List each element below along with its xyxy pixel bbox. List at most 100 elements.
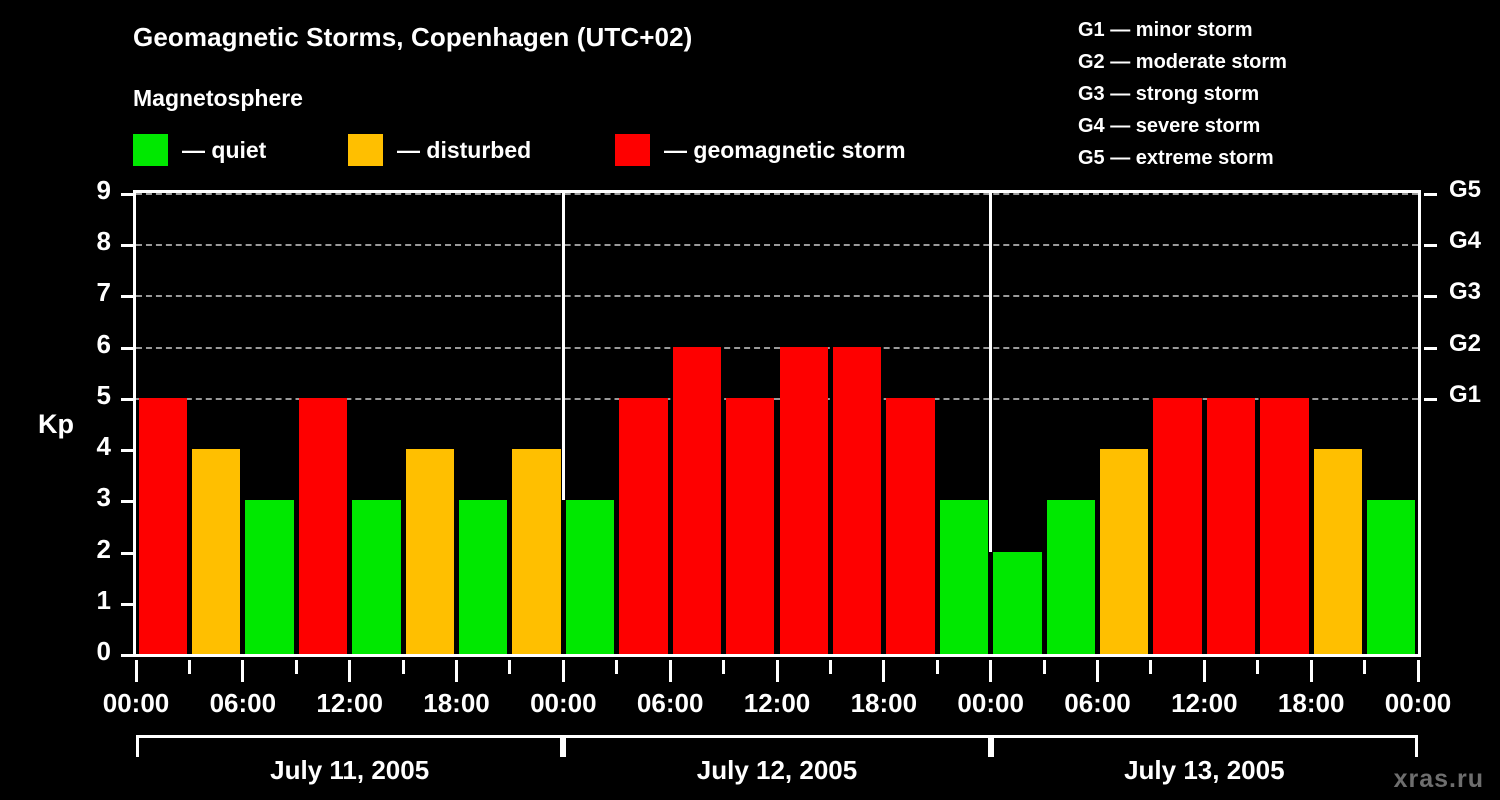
bar[interactable]	[191, 449, 241, 654]
page-title: Geomagnetic Storms, Copenhagen (UTC+02)	[133, 22, 693, 52]
g-legend-row-2: G2 — moderate storm	[1078, 51, 1287, 73]
y-tick-label-0: 0	[96, 636, 111, 666]
x-tick-mark-7	[508, 660, 512, 674]
day-bracket-cap-3-start	[990, 735, 994, 757]
day-bracket-cap-1-end	[560, 735, 564, 757]
bar[interactable]	[352, 500, 401, 654]
g-scale-legend: G1 — minor storm G2 — moderate storm G3 — …	[1078, 14, 1287, 174]
bar[interactable]	[779, 346, 828, 654]
x-tick-mark-16	[989, 660, 993, 682]
g-axis-label-G4: G4	[1449, 227, 1482, 255]
x-tick-label-0: 00:00	[102, 688, 170, 718]
x-tick-mark-10	[668, 660, 672, 682]
quiet-legend[interactable]: — quiet	[133, 133, 266, 167]
x-tick-label-10: 06:00	[636, 688, 704, 718]
x-tick-label-14: 18:00	[850, 688, 918, 718]
x-tick-label-8: 00:00	[530, 688, 597, 718]
x-tick-mark-14	[882, 660, 886, 682]
g-tick-mark-G3	[1424, 295, 1437, 299]
x-tick-mark-1	[187, 660, 191, 674]
x-tick-label-2: 06:00	[209, 688, 277, 718]
x-tick-label-12: 12:00	[743, 688, 811, 718]
y-tick-label-5: 5	[96, 379, 111, 410]
bar[interactable]	[1100, 449, 1149, 654]
y-tick-label-6: 6	[96, 328, 111, 359]
y-tick-mark-2	[121, 551, 133, 555]
x-tick-mark-24	[1416, 660, 1420, 682]
g-axis-label-G1: G1	[1449, 380, 1482, 408]
y-tick-label-3: 3	[96, 482, 111, 513]
x-tick-mark-2	[241, 660, 245, 682]
gridline-kp-6	[136, 346, 1418, 349]
y-tick-label-2: 2	[96, 533, 111, 564]
y-tick-mark-4	[121, 449, 133, 453]
y-tick-label-9: 9	[96, 175, 111, 205]
y-tick-label-8: 8	[96, 226, 111, 257]
y-axis-title: Kp	[38, 409, 74, 439]
bar[interactable]	[405, 449, 454, 654]
bar[interactable]	[459, 500, 508, 654]
x-tick-label-4: 12:00	[316, 688, 383, 718]
bar[interactable]	[1367, 500, 1416, 654]
day-bracket-line-3	[990, 735, 1418, 738]
g-tick-mark-G2	[1424, 346, 1437, 350]
y-tick-mark-0	[121, 654, 133, 657]
day-bracket-line-2	[563, 735, 991, 738]
bar[interactable]	[939, 500, 989, 654]
bar[interactable]	[619, 397, 668, 654]
bar[interactable]	[512, 449, 561, 654]
bar[interactable]	[138, 397, 187, 654]
y-tick-mark-6	[121, 346, 133, 350]
bar[interactable]	[672, 346, 722, 654]
x-tick-mark-6	[455, 660, 458, 682]
g-axis-label-G2: G2	[1449, 329, 1482, 357]
bar[interactable]	[1206, 397, 1256, 654]
day-label-2: July 12, 2005	[696, 755, 858, 785]
bar[interactable]	[1046, 500, 1095, 654]
x-tick-label-20: 12:00	[1171, 688, 1238, 718]
storm-legend-swatch-icon	[615, 134, 650, 166]
bar[interactable]	[565, 500, 615, 654]
y-tick-mark-1	[121, 602, 133, 606]
g-tick-mark-G4	[1424, 244, 1437, 248]
x-tick-label-22: 18:00	[1277, 688, 1345, 718]
g-axis-label-G5: G5	[1449, 176, 1482, 203]
bar[interactable]	[1153, 397, 1202, 654]
x-tick-mark-8	[561, 660, 565, 682]
x-tick-mark-18	[1096, 660, 1099, 682]
bar[interactable]	[886, 397, 935, 654]
g-axis-label-G3: G3	[1449, 278, 1482, 306]
bar[interactable]	[245, 500, 294, 654]
x-tick-label-24: 00:00	[1384, 688, 1452, 718]
day-bracket-cap-2-start	[563, 735, 567, 757]
bar[interactable]	[832, 346, 882, 654]
day-bracket-cap-1-start	[136, 735, 139, 757]
bar[interactable]	[993, 551, 1042, 654]
g-legend-row-4: G4 — severe storm	[1078, 115, 1261, 137]
day-label-1: July 11, 2005	[270, 755, 430, 785]
bar[interactable]	[298, 397, 348, 654]
y-tick-label-7: 7	[96, 277, 111, 308]
y-tick-mark-3	[121, 500, 133, 504]
day-bracket-cap-3-end	[1415, 735, 1418, 757]
x-tick-mark-5	[401, 660, 405, 674]
storm-legend-label: — geomagnetic storm	[664, 136, 906, 163]
gridline-kp-5	[136, 397, 1418, 400]
x-tick-mark-17	[1042, 660, 1046, 674]
storm-legend[interactable]: — geomagnetic storm	[615, 133, 906, 167]
bar[interactable]	[1313, 449, 1363, 654]
bar[interactable]	[726, 397, 775, 654]
quiet-legend-label: — quiet	[182, 136, 267, 163]
disturbed-legend[interactable]: — disturbed	[348, 133, 531, 167]
bar[interactable]	[1260, 397, 1309, 654]
disturbed-legend-swatch-icon	[348, 134, 383, 166]
day-bracket-line-1	[136, 735, 564, 738]
g-legend-row-3: G3 — strong storm	[1078, 83, 1260, 105]
g-legend-row-1: G1 — minor storm	[1078, 19, 1253, 41]
x-tick-mark-4	[348, 660, 352, 682]
y-tick-mark-7	[121, 295, 133, 299]
x-tick-mark-11	[722, 660, 726, 674]
x-tick-label-6: 18:00	[423, 688, 490, 718]
g-tick-mark-G5	[1424, 193, 1437, 196]
